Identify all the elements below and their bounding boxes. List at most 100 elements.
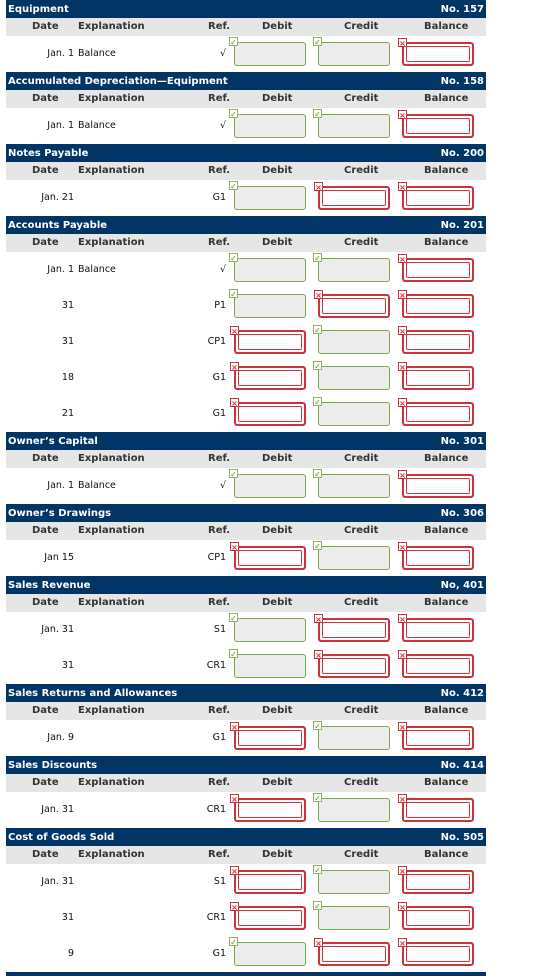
column-header-debit: Debit xyxy=(262,93,293,104)
debit-input[interactable]: × xyxy=(230,794,306,822)
column-header-debit: Debit xyxy=(262,777,293,788)
x-mark-icon: × xyxy=(398,722,407,732)
x-mark-icon: × xyxy=(230,398,239,408)
credit-input[interactable]: ✓ xyxy=(313,253,390,282)
credit-input[interactable]: × xyxy=(314,182,390,210)
date-cell: Jan. 21 xyxy=(41,192,74,203)
credit-input[interactable]: ✓ xyxy=(313,109,390,138)
balance-input[interactable]: × xyxy=(398,470,474,498)
balance-input[interactable]: × xyxy=(398,542,474,570)
balance-input[interactable]: × xyxy=(398,902,474,930)
debit-input[interactable]: × xyxy=(230,362,306,390)
ref-cell: CR1 xyxy=(206,912,226,923)
account-name: Sales Revenue xyxy=(8,579,91,591)
account-name: Accounts Payable xyxy=(8,219,108,231)
ref-cell: √ xyxy=(219,120,226,131)
date-cell: 31 xyxy=(61,912,74,923)
column-header-ref: Ref. xyxy=(208,237,231,248)
balance-input[interactable]: × xyxy=(398,254,474,282)
credit-input[interactable]: ✓ xyxy=(313,469,390,498)
column-header-balance: Balance xyxy=(424,93,469,104)
x-mark-icon: × xyxy=(230,794,239,804)
credit-input[interactable]: ✓ xyxy=(313,793,390,822)
column-header-explanation: Explanation xyxy=(78,705,145,716)
column-header-ref: Ref. xyxy=(208,597,231,608)
check-mark-icon: ✓ xyxy=(313,793,322,803)
column-header-balance: Balance xyxy=(424,849,469,860)
account-number: No, 401 xyxy=(440,579,484,591)
balance-input[interactable]: × xyxy=(398,110,474,138)
credit-input[interactable]: ✓ xyxy=(313,865,390,894)
balance-input[interactable]: × xyxy=(398,290,474,318)
balance-input[interactable]: × xyxy=(398,650,474,678)
account-name: Sales Returns and Allowances xyxy=(8,687,178,699)
debit-input[interactable]: × xyxy=(230,326,306,354)
column-header-row: Date Explanation Ref. Debit Credit Balance xyxy=(6,90,486,108)
debit-input[interactable]: ✓ xyxy=(229,37,306,66)
column-header-ref: Ref. xyxy=(208,705,231,716)
date-cell: 31 xyxy=(61,300,74,311)
balance-input[interactable]: × xyxy=(398,398,474,426)
credit-input[interactable]: ✓ xyxy=(313,325,390,354)
account-section: Cost of Goods Sold No. 505 Date Explanation… xyxy=(6,828,486,972)
date-cell: Jan. 31 xyxy=(41,804,74,815)
credit-input[interactable]: ✓ xyxy=(313,361,390,390)
credit-input[interactable]: × xyxy=(314,938,390,966)
explanation-cell: Balance xyxy=(78,480,116,491)
column-header-explanation: Explanation xyxy=(78,597,145,608)
column-header-date: Date xyxy=(32,705,59,716)
ledger-row: 18 G1 × ✓ × xyxy=(6,360,486,396)
debit-input[interactable]: × xyxy=(230,398,306,426)
credit-input[interactable]: ✓ xyxy=(313,901,390,930)
column-header-date: Date xyxy=(32,849,59,860)
debit-input[interactable]: ✓ xyxy=(229,289,306,318)
debit-input[interactable]: ✓ xyxy=(229,253,306,282)
column-header-explanation: Explanation xyxy=(78,237,145,248)
balance-input[interactable]: × xyxy=(398,182,474,210)
x-mark-icon: × xyxy=(230,326,239,336)
date-cell: Jan. 31 xyxy=(41,624,74,635)
column-header-ref: Ref. xyxy=(208,777,231,788)
balance-input[interactable]: × xyxy=(398,326,474,354)
balance-input[interactable]: × xyxy=(398,362,474,390)
credit-input[interactable]: × xyxy=(314,614,390,642)
check-mark-icon: ✓ xyxy=(313,325,322,335)
debit-input[interactable]: ✓ xyxy=(229,109,306,138)
debit-input[interactable]: ✓ xyxy=(229,613,306,642)
debit-input[interactable]: × xyxy=(230,866,306,894)
x-mark-icon: × xyxy=(398,866,407,876)
column-header-explanation: Explanation xyxy=(78,93,145,104)
ref-cell: CR1 xyxy=(206,804,226,815)
credit-input[interactable]: ✓ xyxy=(313,541,390,570)
ref-cell: G1 xyxy=(212,408,226,419)
explanation-cell: Balance xyxy=(78,264,116,275)
credit-input[interactable]: × xyxy=(314,650,390,678)
account-number: No. 505 xyxy=(440,831,484,843)
credit-input[interactable]: ✓ xyxy=(313,397,390,426)
balance-input[interactable]: × xyxy=(398,38,474,66)
credit-input[interactable]: ✓ xyxy=(313,37,390,66)
balance-input[interactable]: × xyxy=(398,614,474,642)
account-section: Accounts Payable No. 201 Date Explanation Re… xyxy=(6,216,486,432)
check-mark-icon: ✓ xyxy=(313,253,322,263)
balance-input[interactable]: × xyxy=(398,794,474,822)
column-header-debit: Debit xyxy=(262,453,293,464)
balance-input[interactable]: × xyxy=(398,722,474,750)
credit-input[interactable]: ✓ xyxy=(313,721,390,750)
ref-cell: G1 xyxy=(212,372,226,383)
debit-input[interactable]: × xyxy=(230,542,306,570)
x-mark-icon: × xyxy=(398,470,407,480)
account-section: Equipment No. 157 Date Explanation Ref. Debit… xyxy=(6,0,486,72)
balance-input[interactable]: × xyxy=(398,866,474,894)
debit-input[interactable]: ✓ xyxy=(229,469,306,498)
debit-input[interactable]: × xyxy=(230,722,306,750)
check-mark-icon: ✓ xyxy=(229,253,238,263)
x-mark-icon: × xyxy=(398,398,407,408)
credit-input[interactable]: × xyxy=(314,290,390,318)
balance-input[interactable]: × xyxy=(398,938,474,966)
debit-input[interactable]: ✓ xyxy=(229,649,306,678)
debit-input[interactable]: ✓ xyxy=(229,937,306,966)
debit-input[interactable]: × xyxy=(230,902,306,930)
footer-bar xyxy=(6,972,486,976)
debit-input[interactable]: ✓ xyxy=(229,181,306,210)
